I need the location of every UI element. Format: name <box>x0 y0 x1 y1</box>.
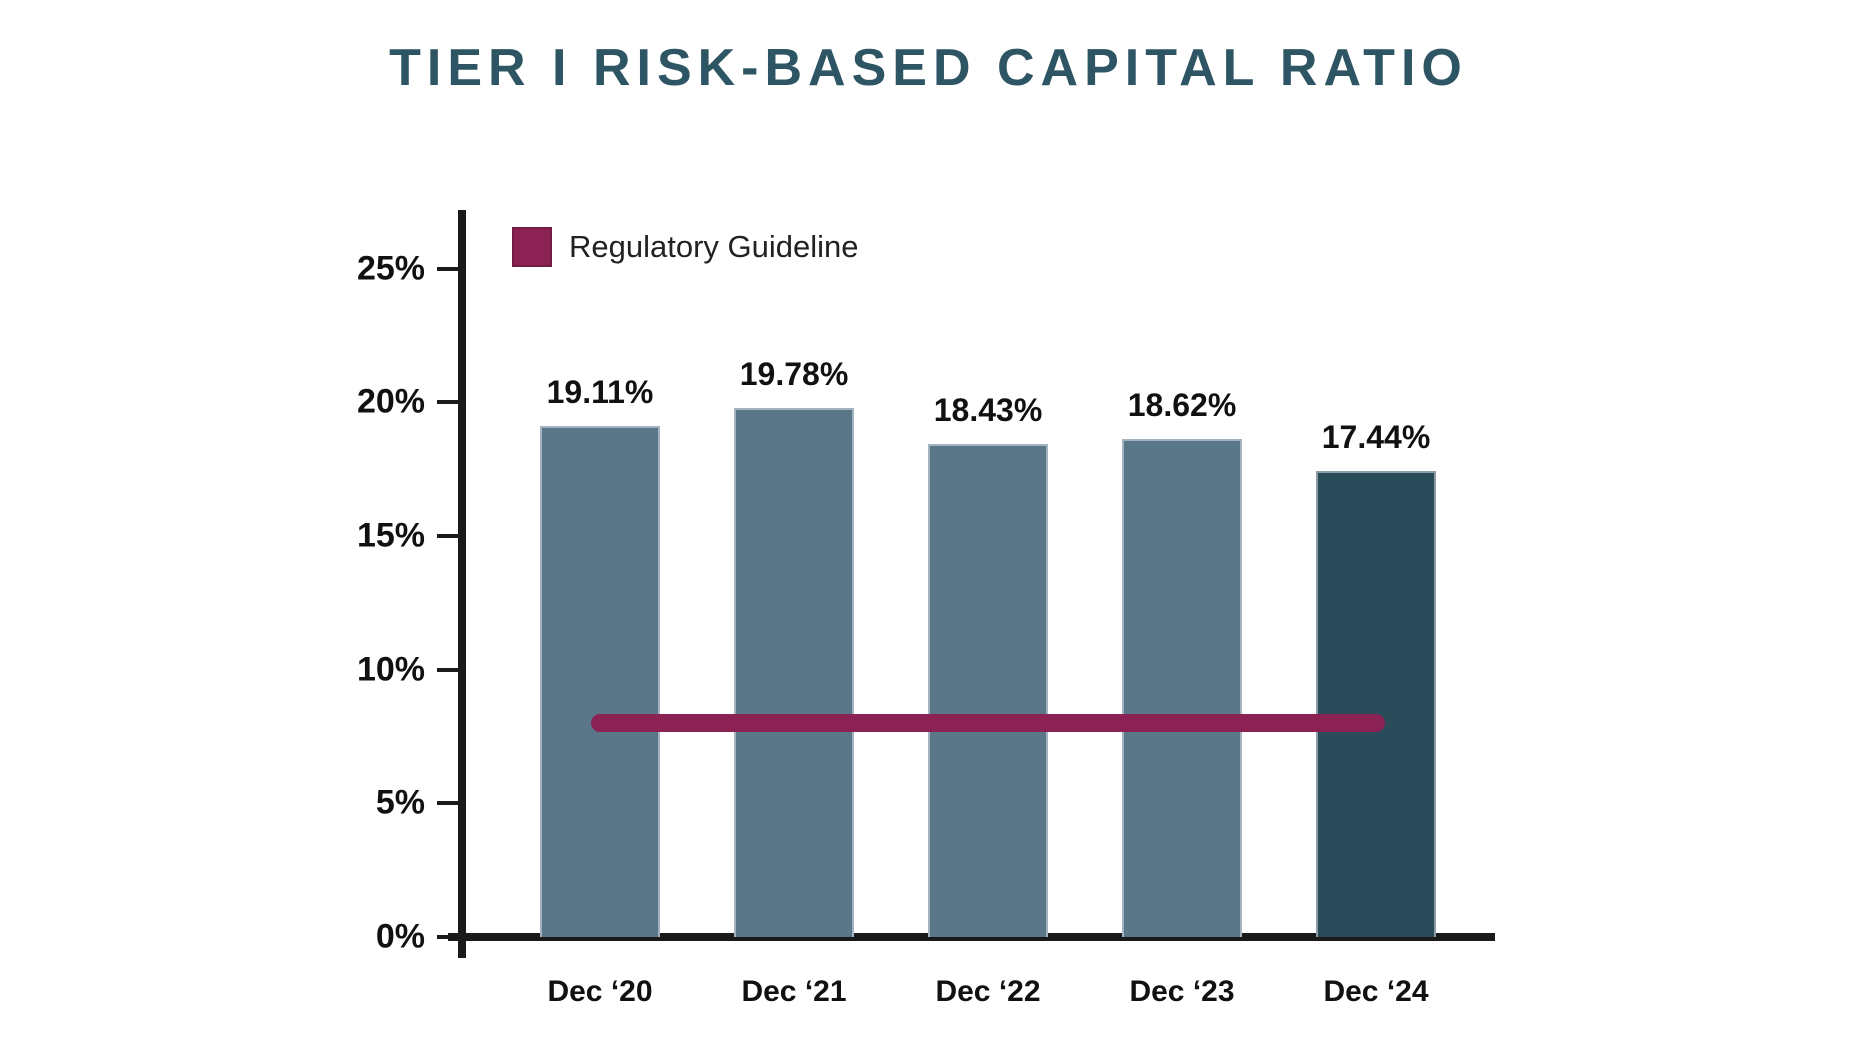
y-tick-label-0: 0% <box>375 917 425 956</box>
bar-value-dec-24: 17.44% <box>1321 418 1431 455</box>
y-tick-10 <box>437 667 458 672</box>
bar-value-dec-20: 19.11% <box>546 374 654 411</box>
legend-label-regulatory-guideline: Regulatory Guideline <box>569 229 859 264</box>
bar-dec-24 <box>1316 470 1436 937</box>
x-axis-line <box>448 933 1495 941</box>
y-axis-line <box>458 210 466 958</box>
y-tick-label-25: 25% <box>356 249 425 288</box>
legend: Regulatory Guideline <box>512 227 859 267</box>
y-tick-15 <box>437 534 458 539</box>
bar-value-dec-23: 18.62% <box>1127 387 1237 424</box>
y-tick-25 <box>437 266 458 271</box>
y-tick-5 <box>437 801 458 806</box>
bar-dec-21 <box>734 408 854 937</box>
x-tick-label-dec-22: Dec ‘22 <box>935 975 1041 1008</box>
y-tick-0 <box>437 935 458 939</box>
bar-value-dec-21: 19.78% <box>739 356 849 393</box>
bar-dec-20 <box>540 426 660 937</box>
y-tick-label-15: 15% <box>356 516 425 555</box>
bar-dec-23 <box>1122 439 1242 937</box>
y-tick-label-10: 10% <box>356 650 425 689</box>
bar-value-dec-22: 18.43% <box>933 392 1043 429</box>
chart-title: TIER I RISK-BASED CAPITAL RATIO <box>389 39 1468 97</box>
legend-swatch-regulatory-guideline <box>512 227 552 267</box>
x-tick-label-dec-20: Dec ‘20 <box>547 975 653 1008</box>
y-tick-label-5: 5% <box>375 783 425 822</box>
regulatory-guideline-line <box>591 714 1385 733</box>
y-tick-20 <box>437 400 458 405</box>
x-tick-label-dec-23: Dec ‘23 <box>1129 975 1235 1008</box>
y-tick-label-20: 20% <box>356 382 425 421</box>
bar-dec-22 <box>928 444 1048 937</box>
x-tick-label-dec-21: Dec ‘21 <box>741 975 847 1008</box>
x-tick-label-dec-24: Dec ‘24 <box>1323 975 1429 1008</box>
